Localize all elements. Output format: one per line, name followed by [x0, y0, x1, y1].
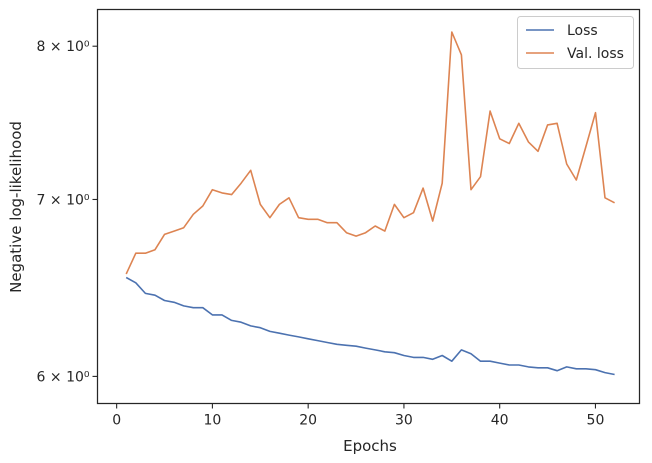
x-tick-label: 0: [112, 413, 121, 429]
x-tick-label: 30: [395, 413, 413, 429]
x-tick-label: 50: [587, 413, 605, 429]
legend: Loss Val. loss: [517, 16, 634, 69]
legend-val-loss-label: Val. loss: [567, 46, 624, 62]
y-tick-label: 8 × 10⁰: [37, 39, 90, 55]
series-layer: [125, 31, 615, 376]
series-line-loss: [125, 276, 615, 376]
y-tick-label: 7 × 10⁰: [37, 192, 90, 208]
y-tick-label: 6 × 10⁰: [37, 369, 90, 385]
series-line-val-loss: [125, 31, 615, 275]
x-axis-ticks: 0 10 20 30 40 50: [112, 403, 605, 429]
x-axis-label: Epochs: [343, 437, 397, 455]
y-axis-ticks: 6 × 10⁰ 7 × 10⁰ 8 × 10⁰: [37, 39, 98, 385]
axis-frame: [96, 8, 641, 405]
x-tick-label: 20: [299, 413, 317, 429]
y-axis-label: Negative log-likelihood: [7, 121, 25, 293]
legend-loss-label: Loss: [567, 23, 598, 39]
x-tick-label: 10: [203, 413, 221, 429]
x-tick-label: 40: [491, 413, 509, 429]
